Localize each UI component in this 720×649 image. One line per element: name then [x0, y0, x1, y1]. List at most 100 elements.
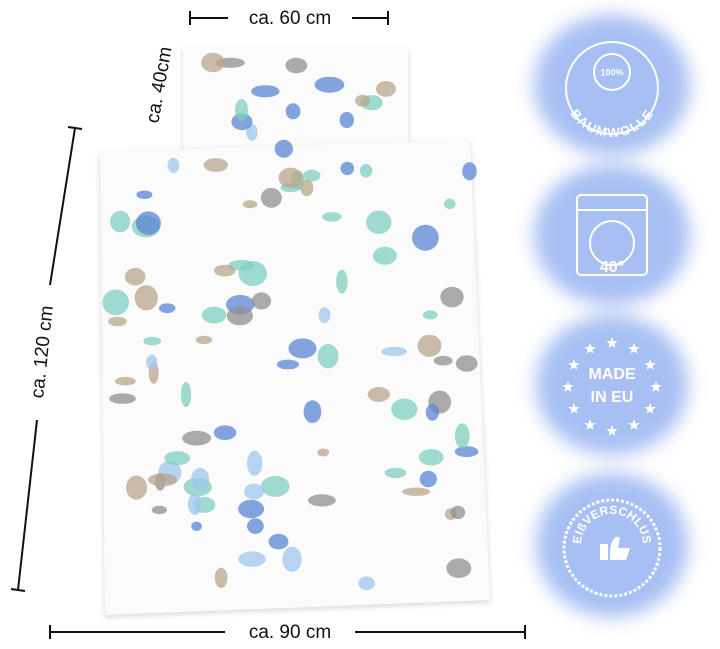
pattern-motif — [244, 483, 264, 500]
duvet-width: ca. 90 cm — [249, 622, 331, 643]
pattern-motif — [124, 267, 146, 286]
pattern-motif — [288, 338, 317, 359]
pattern-motif — [126, 475, 147, 500]
pattern-motif — [355, 94, 371, 107]
pattern-motif — [134, 285, 158, 311]
pattern-motif — [143, 336, 162, 346]
pattern-motif — [446, 558, 472, 578]
pattern-motif — [317, 344, 339, 369]
pattern-motif — [110, 210, 131, 233]
pattern-motif — [450, 505, 466, 520]
pattern-motif — [135, 211, 161, 235]
pattern-motif — [358, 576, 376, 591]
pattern-motif — [454, 446, 479, 458]
pattern-motif — [376, 81, 396, 97]
badge-washing: 40° — [576, 194, 648, 276]
pattern-motif — [462, 162, 477, 181]
pattern-motif — [260, 187, 282, 208]
pattern-motif — [251, 292, 272, 310]
pattern-motif — [231, 113, 253, 131]
pattern-motif — [191, 521, 203, 531]
print-pattern — [102, 52, 479, 591]
pattern-motif — [317, 448, 330, 457]
pattern-motif — [187, 493, 202, 515]
pattern-motif — [418, 449, 444, 466]
pattern-motif — [182, 430, 212, 446]
pattern-motif — [340, 161, 355, 176]
star — [562, 381, 574, 392]
pattern-motif — [285, 57, 308, 74]
pattern-motif — [195, 335, 213, 345]
pattern-motif — [422, 310, 438, 320]
pattern-motif — [455, 355, 478, 372]
pattern-motif — [372, 246, 397, 265]
pattern-motif — [214, 264, 236, 277]
pattern-motif — [339, 111, 354, 129]
pattern-motif — [247, 518, 264, 534]
pattern-motif — [151, 505, 167, 515]
pattern-motif — [367, 386, 390, 402]
pattern-motif — [158, 303, 176, 314]
star — [628, 342, 640, 354]
pattern-motif — [303, 400, 322, 424]
pattern-motif — [247, 450, 263, 476]
pattern-motif — [419, 470, 437, 488]
pattern-motif — [214, 567, 228, 588]
pattern-motif — [444, 198, 456, 210]
pattern-motif — [402, 487, 431, 496]
pattern-motif — [164, 451, 191, 466]
pattern-motif — [412, 224, 439, 251]
pattern-motif — [359, 163, 373, 178]
pattern-motif — [250, 85, 280, 98]
star — [568, 403, 580, 414]
star — [568, 359, 580, 370]
pattern-motif — [318, 307, 331, 324]
pattern-motif — [282, 546, 302, 572]
pattern-motif — [108, 316, 127, 327]
pattern-motif — [454, 423, 470, 449]
pattern-motif — [433, 355, 453, 366]
dimension-lines — [10, 11, 526, 639]
pattern-motif — [278, 167, 303, 188]
made-line2: IN EU — [591, 389, 634, 406]
cotton-percent: 100% — [600, 67, 623, 77]
star — [628, 419, 640, 430]
pattern-motif — [384, 467, 407, 479]
pattern-motif — [238, 261, 267, 287]
badge-made-in-eu: MADE IN EU — [562, 337, 662, 436]
pattern-motif — [167, 157, 180, 173]
pattern-motif — [180, 381, 192, 408]
pattern-motif — [314, 76, 345, 93]
star — [584, 342, 596, 354]
pattern-motif — [226, 306, 253, 326]
pattern-motif — [417, 334, 442, 357]
pillow-height: ca. 40cm — [142, 45, 176, 125]
pattern-motif — [303, 169, 321, 182]
pattern-motif — [268, 533, 289, 550]
pattern-motif — [366, 210, 392, 234]
badge-backgrounds — [534, 15, 690, 617]
pattern-motif — [136, 190, 153, 199]
pattern-motif — [191, 467, 210, 491]
duvet-height: ca. 120 cm — [27, 305, 58, 400]
pattern-motif — [201, 306, 227, 324]
pattern-motif — [213, 425, 237, 441]
star — [650, 381, 662, 392]
pattern-motif — [336, 269, 348, 294]
pattern-motif — [148, 473, 178, 487]
pattern-motif — [238, 499, 265, 519]
star — [644, 403, 656, 414]
pattern-motif — [201, 52, 225, 73]
pattern-motif — [260, 475, 290, 497]
pattern-motif — [381, 346, 407, 357]
pattern-motif — [274, 139, 293, 158]
made-line1: MADE — [588, 366, 635, 383]
pattern-motif — [300, 179, 314, 197]
star — [644, 359, 656, 370]
pattern-motif — [391, 398, 418, 421]
pattern-motif — [425, 403, 439, 421]
star — [606, 425, 618, 436]
thumbs-up — [600, 536, 630, 560]
pattern-motif — [114, 377, 136, 386]
